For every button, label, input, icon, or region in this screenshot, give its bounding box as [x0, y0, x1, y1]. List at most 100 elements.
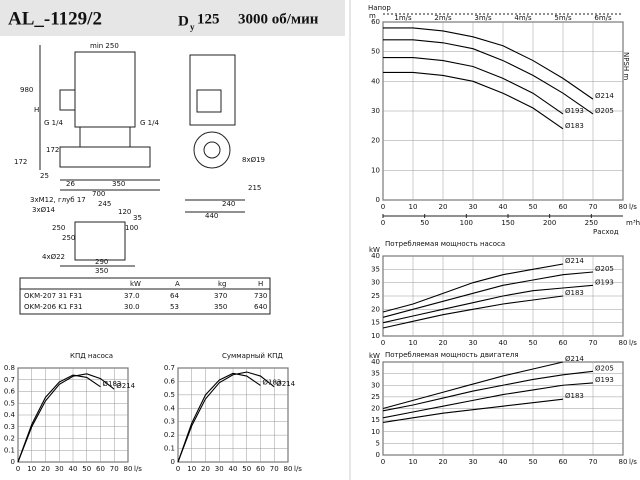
dim-label: G 1/4: [44, 119, 63, 127]
y-tick-label: 5: [376, 439, 380, 447]
x-tick-label: 50: [529, 339, 538, 347]
x-label: Расход: [593, 228, 619, 236]
dim-label: 26: [66, 180, 75, 188]
curve-label: Ø183: [565, 122, 584, 130]
y-tick-label: 35: [371, 370, 380, 378]
dim-label: 250: [52, 224, 65, 232]
y-tick-label: 20: [371, 137, 380, 145]
dim-label: min 250: [90, 42, 119, 50]
y-tick-label: 0.1: [4, 446, 15, 454]
y-tick-label: 0.2: [4, 435, 15, 443]
x-tick-label: 60: [96, 465, 105, 473]
dim-label: 980: [20, 86, 33, 94]
dim-label: 172: [14, 158, 27, 166]
y-tick-label: 0.5: [164, 391, 175, 399]
dim-label: 240: [222, 200, 235, 208]
y-tick-label: 25: [371, 393, 380, 401]
curve: [177, 372, 261, 463]
table-cell: OKM-207 31 F31: [24, 292, 82, 300]
table-header: kg: [218, 280, 227, 288]
curve-label: Ø205: [595, 364, 614, 372]
x2-tick-label: 50: [420, 219, 429, 227]
y-tick-label: 0.7: [164, 364, 175, 372]
pump-casing: [59, 146, 151, 168]
dim-label: H: [34, 106, 39, 114]
curve-label: Ø183: [263, 378, 282, 386]
table-cell: 30.0: [124, 303, 140, 311]
x-tick-label: 0: [176, 465, 180, 473]
velocity-label: 4m/s: [514, 14, 532, 22]
curve: [382, 271, 594, 318]
x-tick-label: 10: [187, 465, 196, 473]
table-frame: [19, 277, 271, 315]
table-cell: 640: [254, 303, 267, 311]
table-header: kW: [130, 280, 141, 288]
y-unit: kW: [369, 352, 380, 360]
x-tick-label: 60: [559, 458, 568, 466]
curve-label: Ø214: [116, 382, 135, 390]
x-tick-label: 60: [559, 203, 568, 211]
curve-label: Ø205: [595, 107, 614, 115]
motor: [74, 51, 136, 128]
y-tick-label: 0.6: [4, 388, 16, 396]
velocity-label: 5m/s: [554, 14, 572, 22]
curve: [382, 263, 564, 313]
table-header: H: [258, 280, 263, 288]
x-tick-label: 40: [499, 339, 508, 347]
x2-tick-label: 150: [501, 219, 514, 227]
y-tick-label: 0.8: [4, 364, 15, 372]
x-tick-label: 30: [215, 465, 224, 473]
y-tick-label: 40: [371, 358, 380, 366]
x-tick-label: 80: [619, 458, 628, 466]
chart-title: Суммарный КПД: [222, 352, 283, 360]
x-tick-label: 20: [439, 458, 448, 466]
motor-side: [189, 54, 236, 126]
x-unit: l/s: [134, 465, 142, 473]
y-tick-label: 60: [371, 18, 380, 26]
dim-label: G 1/4: [140, 119, 159, 127]
y-tick-label: 15: [371, 416, 380, 424]
y-tick-label: 0.4: [164, 404, 176, 412]
y-tick-label: 0.3: [4, 423, 15, 431]
y-tick-label: 0.1: [164, 445, 175, 453]
dim-label: 350: [112, 180, 125, 188]
x-tick-label: 50: [82, 465, 91, 473]
x-tick-label: 0: [381, 458, 385, 466]
curve-label: Ø214: [565, 257, 584, 265]
dim-label: 290: [95, 258, 108, 266]
x-unit: l/s: [629, 339, 637, 347]
dim-label: 3xM12, глуб 17: [30, 196, 86, 204]
y2-label: NPSH m: [622, 52, 630, 80]
y-unit: kW: [369, 246, 380, 254]
dim-label: 100: [125, 224, 138, 232]
dim-label: 3xØ14: [32, 206, 56, 214]
x-tick-label: 70: [110, 465, 119, 473]
velocity-label: 2m/s: [434, 14, 452, 22]
x-tick-label: 50: [242, 465, 251, 473]
y-tick-label: 20: [371, 305, 380, 313]
curve: [382, 382, 594, 419]
x-tick-label: 30: [469, 458, 478, 466]
table-cell: OKM-206 K1 F31: [24, 303, 82, 311]
terminal-side: [196, 89, 222, 113]
y-tick-label: 15: [371, 319, 380, 327]
x-tick-label: 10: [409, 203, 418, 211]
terminal-box: [59, 89, 76, 111]
dim-label: 4xØ22: [42, 253, 65, 261]
x2-tick-label: 200: [543, 219, 556, 227]
curve: [17, 373, 115, 463]
curve-label: Ø193: [595, 278, 614, 286]
y-tick-label: 20: [371, 405, 380, 413]
dim-label: 245: [98, 200, 111, 208]
y-tick-label: 0.5: [4, 399, 15, 407]
x-tick-label: 70: [270, 465, 279, 473]
curve-label: Ø214: [565, 355, 584, 363]
y-tick-label: 30: [371, 279, 380, 287]
x-tick-label: 20: [439, 339, 448, 347]
x2-unit: m³h: [626, 219, 640, 227]
x-unit: l/s: [629, 458, 637, 466]
velocity-label: 6m/s: [594, 14, 612, 22]
chart-title: Потребляемая мощность двигателя: [385, 351, 519, 359]
x-tick-label: 70: [589, 458, 598, 466]
